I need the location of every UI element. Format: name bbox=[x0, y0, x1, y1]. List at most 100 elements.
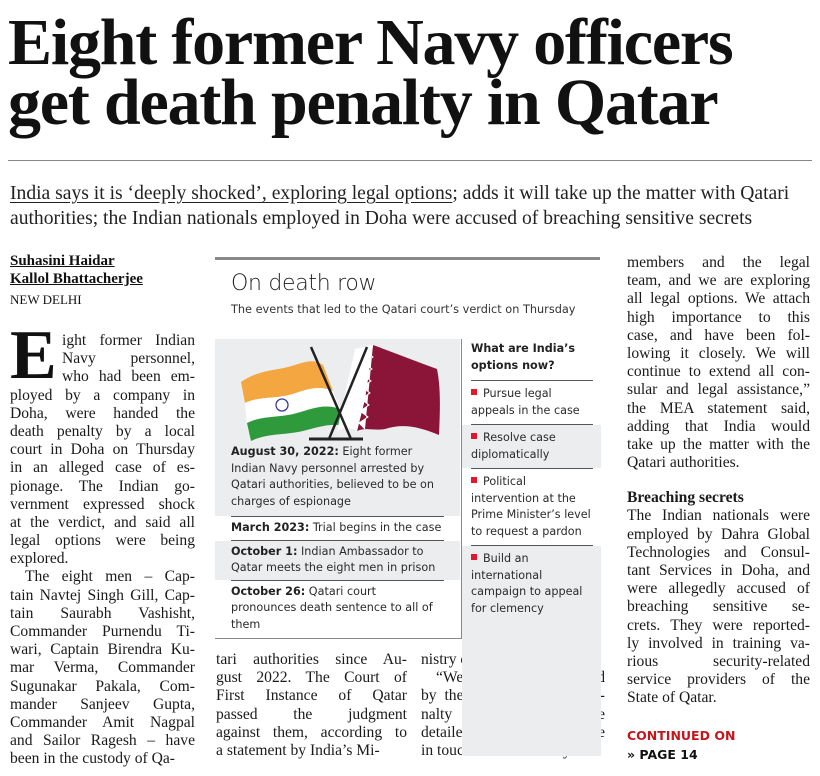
continued-label: CONTINUED ON bbox=[627, 728, 736, 743]
options-title: What are India’s options now? bbox=[471, 342, 576, 372]
infobox-title: On death row bbox=[231, 271, 377, 296]
divider bbox=[8, 160, 812, 161]
options-panel: What are India’s options now? Pursue leg… bbox=[461, 339, 601, 756]
timeline-date: August 30, 2022: bbox=[231, 445, 339, 458]
divider bbox=[471, 424, 593, 425]
text-line: death penalty by a local bbox=[10, 422, 195, 440]
drop-cap: E bbox=[10, 331, 54, 381]
infobox: On death row The events that led to the … bbox=[215, 257, 601, 756]
author[interactable]: Suhasini Haidar bbox=[10, 253, 115, 269]
headline-line-1: Eight former Navy officers bbox=[8, 6, 734, 79]
text-line: who had been em- bbox=[62, 368, 195, 386]
text-line: team, and we are exploring bbox=[627, 272, 810, 290]
text-line: breaching sensitive se- bbox=[627, 598, 810, 616]
text-line: First Instance of Qatar bbox=[216, 687, 407, 705]
text-line: case, and have been fol- bbox=[627, 326, 810, 344]
option-text: Political intervention at the Prime Mini… bbox=[471, 475, 591, 538]
column-2: tari authorities since Au-gust 2022. The… bbox=[216, 651, 407, 760]
bullet-icon bbox=[471, 477, 477, 483]
text-line: mar Verma, Commander bbox=[10, 659, 195, 677]
text-line: lowing it closely. We will bbox=[627, 344, 810, 362]
text-line: legal options were being bbox=[10, 532, 195, 550]
timeline-entry: August 30, 2022: Eight former Indian Nav… bbox=[215, 444, 460, 516]
timeline-entry: October 1: Indian Ambassador to Qatar me… bbox=[215, 540, 460, 580]
timeline-entry: March 2023: Trial begins in the case bbox=[215, 517, 460, 540]
timeline-date: October 1: bbox=[231, 544, 298, 558]
author[interactable]: Kallol Bhattacherjee bbox=[10, 271, 143, 287]
text-line: rious security-related bbox=[627, 652, 810, 670]
text-line: ly involved in training va- bbox=[627, 634, 810, 652]
bullet-icon bbox=[471, 433, 477, 439]
divider bbox=[231, 539, 444, 541]
text-line: ployed by a company in bbox=[10, 386, 195, 404]
text-line: wari, Captain Birendra Ku- bbox=[10, 641, 195, 659]
deck-underlined: India says it is ‘deeply shocked’, explo… bbox=[10, 183, 453, 204]
bullet-icon bbox=[471, 389, 477, 395]
divider bbox=[471, 468, 593, 469]
dateline: NEW DELHI bbox=[10, 292, 82, 307]
text-line: crets. They were reported- bbox=[627, 616, 810, 634]
text-line: been in the custody of Qa- bbox=[10, 750, 175, 768]
option-text: Build an international campaign to appea… bbox=[471, 552, 583, 615]
headline-line-2: get death penalty in Qatar bbox=[8, 66, 719, 139]
text-line: were allegedly accused of bbox=[627, 580, 810, 598]
text-line: all legal options. We attach bbox=[627, 290, 810, 308]
text-line: mander Sanjeev Gupta, bbox=[10, 695, 195, 713]
text-line: take up the matter with the bbox=[627, 435, 810, 453]
timeline-text: Trial begins in the case bbox=[309, 521, 442, 534]
timeline-text: Eight former Indian Navy personnel arres… bbox=[231, 445, 434, 508]
text-line: employed by Dahra Global bbox=[627, 525, 810, 543]
text-line: tain Saurabh Vashisht, bbox=[10, 604, 195, 622]
divider bbox=[471, 545, 593, 546]
timeline-text: Indian Ambassador to Qatar meets the eig… bbox=[231, 544, 436, 575]
text-line: at the verdict, and said all bbox=[10, 513, 195, 531]
continued-on[interactable]: CONTINUED ON » PAGE 14 bbox=[627, 726, 735, 764]
deck-rest: ; adds it will take up the matter with Q… bbox=[10, 183, 790, 229]
timeline-entry: October 26: Qatari court pronounces deat… bbox=[215, 581, 460, 637]
text-line: gust 2022. The Court of bbox=[216, 669, 407, 687]
timeline-date: March 2023: bbox=[231, 521, 310, 534]
option-item: Build an international campaign to appea… bbox=[462, 546, 601, 756]
text-line: sular and legal assistance,” bbox=[627, 381, 810, 399]
text-line: the MEA statement said, bbox=[627, 399, 810, 417]
text-line: The eight men – Cap- bbox=[25, 568, 195, 586]
continued-page[interactable]: » PAGE 14 bbox=[627, 747, 698, 762]
text-line: explored. bbox=[10, 550, 69, 568]
text-line: vernment expressed shock bbox=[10, 495, 195, 513]
text-line: Commander Purnendu Ti- bbox=[10, 623, 195, 640]
divider bbox=[231, 579, 444, 581]
text-line: against them, according to bbox=[216, 723, 407, 741]
column-4: members and the legal team, and we are ex… bbox=[627, 254, 810, 708]
infobox-subtitle: The events that led to the Qatari court’… bbox=[231, 303, 576, 316]
text-line: Technologies and Consul- bbox=[627, 543, 810, 561]
timeline-date: October 26: bbox=[231, 584, 306, 598]
byline: Suhasini Haidar Kallol Bhattacherjee bbox=[10, 252, 143, 288]
text-line: Qatari authorities. bbox=[627, 454, 740, 472]
text-line: members and the legal bbox=[627, 254, 810, 271]
flags-image bbox=[215, 339, 460, 444]
crossed-flags-icon bbox=[241, 344, 440, 441]
option-text: Pursue legal appeals in the case bbox=[471, 387, 580, 417]
deck: India says it is ‘deeply shocked’, explo… bbox=[10, 181, 815, 231]
text-line: in an alleged case of es- bbox=[10, 459, 195, 477]
text-line: The Indian nationals were bbox=[627, 507, 810, 525]
text-line: State of Qatar. bbox=[627, 689, 717, 707]
option-item: Resolve case diplomatically bbox=[462, 425, 601, 468]
subheading: Breaching secrets bbox=[627, 489, 744, 507]
text-line: tain Navtej Singh Gill, Cap- bbox=[10, 586, 195, 604]
text-line: Navy personnel, bbox=[62, 350, 195, 368]
text-line: ight former Indian bbox=[62, 332, 195, 349]
text-line: adding that India would bbox=[627, 417, 810, 435]
text-line: tant Services in Doha, and bbox=[627, 562, 810, 580]
divider bbox=[231, 516, 444, 517]
bullet-icon bbox=[471, 554, 477, 560]
text-line: passed the judgment bbox=[216, 705, 407, 723]
option-item: Political intervention at the Prime Mini… bbox=[462, 469, 601, 545]
timeline-text: Qatari court pronounces death sentence t… bbox=[231, 584, 433, 631]
text-line: high importance to this bbox=[627, 308, 810, 326]
text-line: Doha, were handed the bbox=[10, 404, 195, 422]
text-line: tari authorities since Au- bbox=[216, 651, 407, 668]
option-text: Resolve case diplomatically bbox=[471, 431, 556, 461]
text-line: and Sailor Ragesh – have bbox=[10, 732, 195, 750]
timeline: August 30, 2022: Eight former Indian Nav… bbox=[215, 339, 460, 636]
